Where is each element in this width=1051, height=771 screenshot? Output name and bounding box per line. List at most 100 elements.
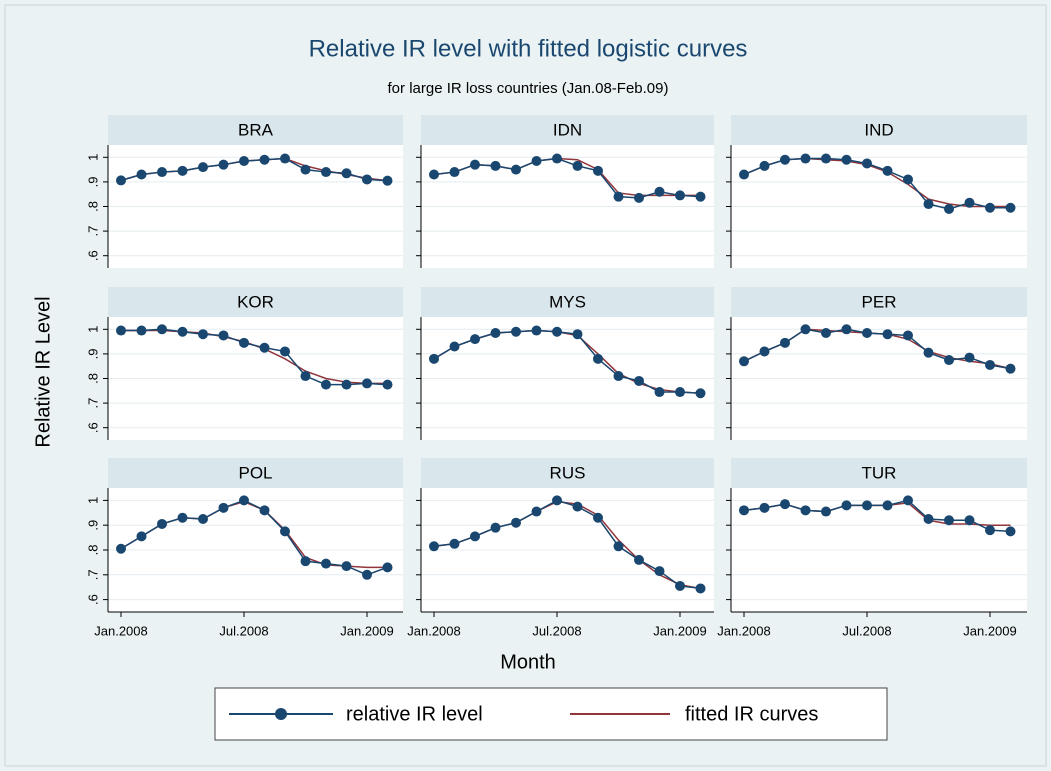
panel-title: IND — [864, 120, 893, 139]
data-point — [923, 199, 934, 210]
data-point — [882, 329, 893, 340]
data-point — [882, 165, 893, 176]
data-point — [280, 153, 290, 164]
data-point — [821, 327, 831, 338]
data-point — [552, 495, 562, 506]
data-point — [944, 515, 954, 526]
data-point — [116, 325, 126, 336]
data-point — [1005, 526, 1016, 537]
chart-subtitle: for large IR loss countries (Jan.08-Feb.… — [388, 80, 669, 97]
data-point — [136, 531, 147, 542]
data-point — [198, 162, 208, 173]
data-point — [157, 518, 167, 529]
data-point — [654, 566, 665, 577]
x-axis-label: Month — [500, 651, 556, 673]
data-point — [511, 164, 521, 175]
y-axis-label: Relative IR Level — [32, 296, 54, 447]
data-point — [341, 561, 352, 572]
data-point — [821, 153, 831, 164]
data-point — [613, 191, 624, 202]
data-point — [341, 379, 352, 390]
y-tick-label: .8 — [85, 545, 100, 556]
y-tick-label: .9 — [85, 520, 100, 531]
data-point — [923, 347, 934, 358]
data-point — [116, 175, 126, 186]
data-point — [780, 337, 790, 348]
data-point — [511, 517, 521, 528]
data-point — [362, 569, 372, 580]
data-point — [157, 324, 167, 335]
data-point — [177, 512, 188, 523]
data-point — [862, 327, 872, 338]
data-point — [177, 326, 188, 337]
y-tick-label: .6 — [85, 422, 100, 433]
data-point — [490, 327, 501, 338]
data-point — [470, 159, 480, 170]
x-tick-label: Jul.2008 — [532, 623, 581, 638]
data-point — [759, 346, 770, 357]
data-point — [429, 169, 439, 180]
panel-header — [731, 115, 1027, 145]
x-tick-label: Jan.2009 — [653, 623, 707, 638]
data-point — [490, 160, 501, 171]
data-point — [300, 164, 311, 175]
data-point — [654, 186, 665, 197]
data-point — [449, 341, 460, 352]
data-point — [198, 514, 208, 524]
y-tick-label: .9 — [85, 348, 100, 359]
data-point — [654, 387, 665, 398]
panel-header — [108, 115, 403, 145]
data-point — [759, 502, 770, 513]
x-tick-label: Jan.2009 — [340, 623, 394, 638]
data-point — [923, 514, 934, 524]
data-point — [903, 174, 913, 185]
data-point — [985, 525, 995, 536]
data-point — [531, 155, 542, 166]
data-point — [613, 371, 624, 382]
data-point — [572, 329, 583, 340]
x-tick-label: Jan.2008 — [407, 623, 461, 638]
data-point — [280, 526, 290, 537]
data-point — [675, 580, 685, 591]
data-point — [862, 158, 872, 169]
data-point — [321, 167, 331, 178]
data-point — [862, 500, 872, 511]
panel-title: PER — [862, 292, 897, 311]
data-point — [321, 558, 331, 569]
data-point — [800, 324, 811, 335]
data-point — [218, 330, 229, 341]
data-point — [593, 353, 603, 364]
data-point — [490, 522, 501, 533]
data-point — [259, 342, 270, 353]
data-point — [531, 325, 542, 336]
y-tick-label: .7 — [85, 569, 100, 580]
data-point — [739, 169, 749, 180]
data-point — [382, 175, 393, 186]
data-point — [985, 202, 995, 213]
x-tick-label: Jan.2009 — [963, 623, 1017, 638]
y-tick-label: 1 — [85, 326, 100, 333]
panel-header — [421, 458, 714, 488]
y-tick-label: 1 — [85, 154, 100, 161]
data-point — [841, 324, 852, 335]
panel-header — [421, 115, 714, 145]
data-point — [634, 375, 644, 386]
data-point — [593, 165, 603, 176]
data-point — [1005, 202, 1016, 213]
data-point — [470, 531, 480, 542]
x-tick-label: Jan.2008 — [717, 623, 771, 638]
data-point — [903, 330, 913, 341]
frame — [4, 4, 1047, 767]
data-point — [470, 334, 480, 345]
x-tick-label: Jul.2008 — [842, 623, 891, 638]
data-point — [634, 554, 644, 565]
data-point — [675, 387, 685, 398]
data-point — [531, 506, 542, 517]
legend-label: relative IR level — [346, 703, 483, 725]
data-point — [944, 203, 954, 214]
legend-marker — [275, 708, 287, 720]
data-point — [239, 495, 249, 506]
y-tick-label: .7 — [85, 398, 100, 409]
data-point — [552, 153, 562, 164]
data-point — [362, 378, 372, 389]
